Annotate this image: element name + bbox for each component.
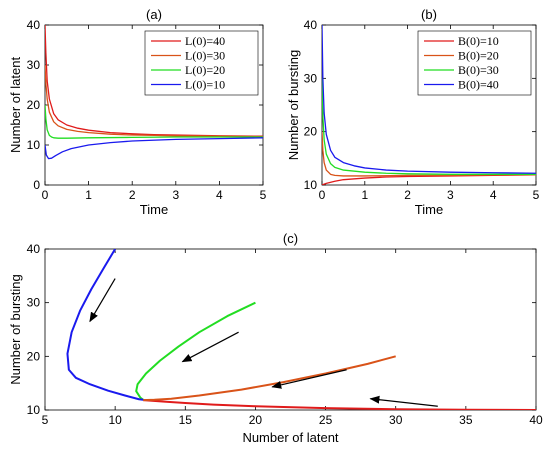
legend: B(0)=10B(0)=20B(0)=30B(0)=40 (417, 30, 532, 96)
series-line-3 (322, 25, 536, 174)
direction-arrow-1 (181, 331, 239, 363)
x-tick-label: 5 (260, 188, 267, 202)
series-line-1 (45, 64, 263, 138)
x-tick-label: 2 (404, 188, 411, 202)
series-line-2 (322, 78, 536, 175)
panel-title: (c) (283, 231, 298, 246)
x-tick-label: 1 (85, 188, 92, 202)
x-tick-label: 30 (389, 413, 403, 427)
panel-a: 0 1 2 3 4 5 0 10 20 30 40 (a) Time Number of latent L(… (8, 7, 267, 217)
y-tick-label: 30 (304, 71, 318, 85)
x-tick-label: 0 (319, 188, 326, 202)
x-tick-label: 15 (179, 413, 193, 427)
series-line-3 (45, 137, 263, 160)
y-tick-label: 10 (27, 403, 41, 417)
y-axis-label: Number of latent (8, 57, 23, 153)
y-tick-label: 40 (27, 18, 41, 32)
legend-entry: B(0)=30 (458, 63, 499, 77)
y-tick-label: 0 (33, 178, 40, 192)
x-tick-label: 40 (529, 413, 543, 427)
legend-entry: L(0)=40 (185, 34, 225, 48)
series-line-3 (66, 249, 144, 401)
x-tick-label: 5 (533, 188, 540, 202)
y-tick-label: 40 (304, 18, 318, 32)
legend-entry: B(0)=10 (458, 34, 499, 48)
y-axis-label: Number of bursting (286, 50, 301, 161)
y-tick-label: 40 (27, 242, 41, 256)
panel-title: (a) (146, 7, 162, 22)
x-tick-label: 0 (42, 188, 49, 202)
legend-entry: B(0)=20 (458, 49, 499, 63)
x-tick-label: 35 (459, 413, 473, 427)
x-tick-label: 20 (249, 413, 263, 427)
x-axis-label: Number of latent (242, 430, 338, 445)
legend-entry: L(0)=30 (185, 49, 225, 63)
panel-b: 0 1 2 3 4 5 10 20 30 40 (b) Time Number of bursting B… (286, 7, 540, 217)
legend-entry: L(0)=20 (185, 63, 225, 77)
legend-entry: L(0)=10 (185, 78, 225, 92)
x-axis-label: Time (140, 202, 168, 217)
legend: L(0)=40L(0)=30L(0)=20L(0)=10 (144, 30, 259, 96)
series-line-2 (45, 104, 263, 139)
y-tick-label: 30 (27, 296, 41, 310)
direction-arrow-3 (369, 395, 438, 407)
x-tick-label: 3 (172, 188, 179, 202)
x-tick-label: 2 (129, 188, 136, 202)
y-axis-label: Number of bursting (8, 274, 23, 385)
y-tick-label: 20 (304, 125, 318, 139)
plot-frame (44, 248, 537, 411)
x-tick-label: 5 (42, 413, 49, 427)
y-tick-label: 10 (27, 138, 41, 152)
direction-arrow-2 (271, 369, 347, 389)
y-tick-label: 20 (27, 98, 41, 112)
y-tick-label: 30 (27, 58, 41, 72)
series-line-0 (143, 399, 536, 410)
series-line-1 (322, 131, 536, 177)
direction-arrow-0 (89, 278, 116, 323)
x-axis-label: Time (415, 202, 443, 217)
x-tick-label: 25 (319, 413, 333, 427)
series-line-0 (45, 25, 263, 137)
y-tick-label: 20 (27, 349, 41, 363)
x-tick-label: 3 (447, 188, 454, 202)
x-tick-label: 10 (108, 413, 122, 427)
x-tick-label: 4 (216, 188, 223, 202)
legend-entry: B(0)=40 (458, 78, 499, 92)
x-tick-label: 1 (361, 188, 368, 202)
series-line-2 (135, 301, 256, 401)
panel-title: (b) (421, 7, 437, 22)
x-tick-label: 4 (490, 188, 497, 202)
series-line-1 (143, 355, 396, 402)
y-tick-label: 10 (304, 178, 318, 192)
